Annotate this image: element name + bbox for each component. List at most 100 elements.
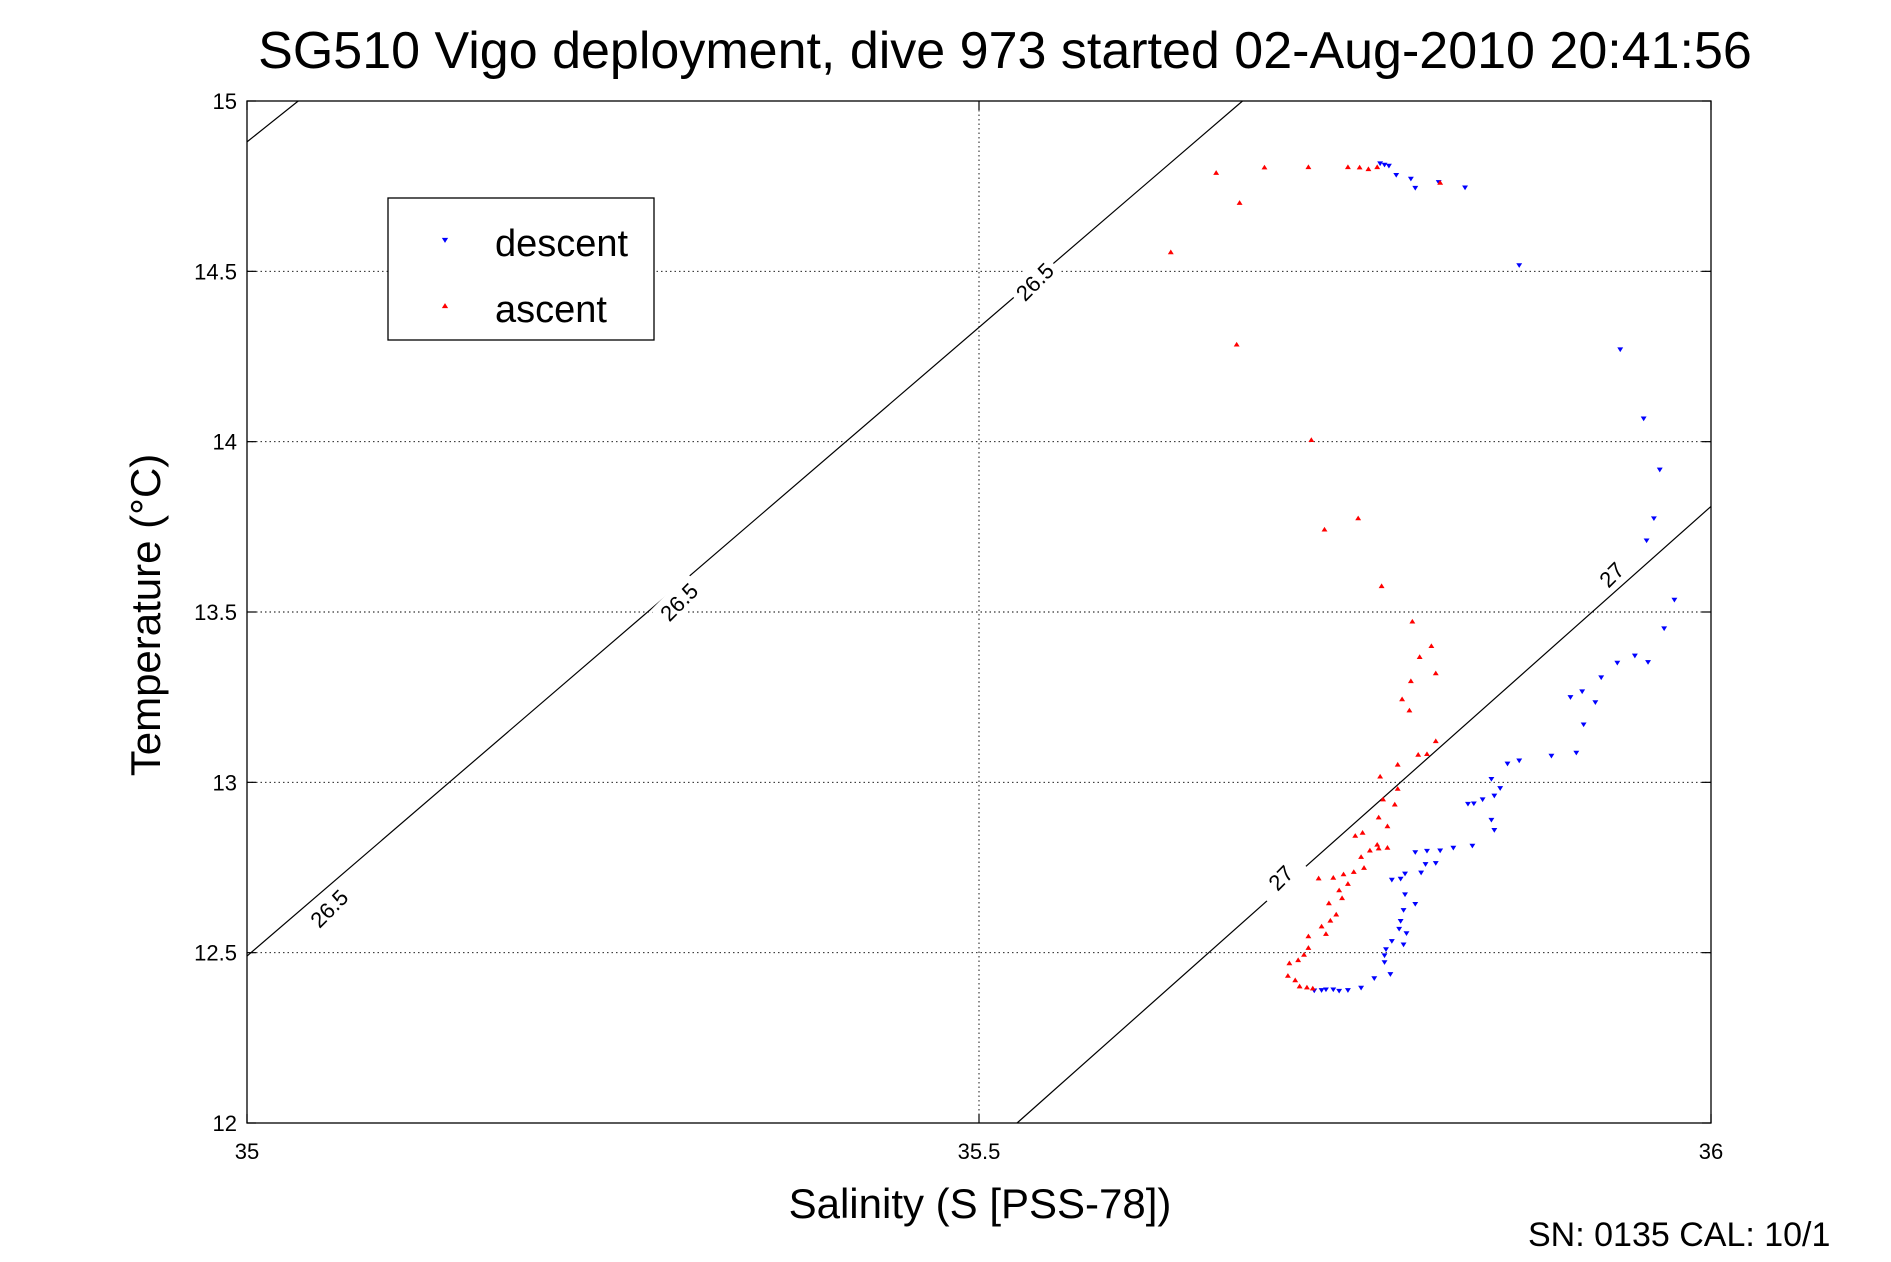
descent-point (1656, 467, 1663, 473)
descent-point (1645, 660, 1651, 665)
y-tick-label: 13 (213, 770, 237, 795)
descent-point (1488, 817, 1495, 823)
isopycnal-label: 27 (1583, 546, 1639, 602)
descent-point (1418, 870, 1425, 876)
isopycnal-line (1016, 505, 1712, 1124)
descent-point (1516, 263, 1523, 268)
legend: descent ascent (387, 197, 655, 341)
descent-point (1402, 871, 1408, 877)
legend-marker-shape (441, 237, 449, 243)
ascent-point (1333, 911, 1340, 917)
isopycnal-label-bg (1006, 253, 1062, 309)
descent-point (1371, 976, 1378, 981)
descent-point (1548, 753, 1555, 759)
ascent-point (1292, 977, 1299, 983)
descent-point (1567, 695, 1574, 700)
ascent-point (1358, 854, 1365, 859)
descent-point (1479, 797, 1486, 803)
descent-point (1403, 931, 1410, 936)
descent-point (1671, 597, 1678, 603)
descent-point (1422, 862, 1429, 867)
ascent-point (1327, 917, 1334, 923)
isopycnal-label: 26.5 (300, 880, 356, 936)
isopycnal-line (246, 100, 1243, 957)
ascent-point (1374, 841, 1381, 847)
descent-point (1491, 828, 1498, 833)
ascent-point (1352, 833, 1359, 838)
ascent-point (1415, 752, 1422, 757)
ascent-point (1325, 900, 1332, 906)
x-tick-label: 36 (1699, 1139, 1723, 1164)
descent-point (1631, 653, 1638, 659)
descent-point (1516, 758, 1523, 764)
descent-point (1580, 722, 1587, 728)
ascent-point (1380, 796, 1387, 802)
descent-point (1318, 988, 1325, 993)
ascent-point (1407, 678, 1414, 684)
ascent-point (1286, 960, 1293, 966)
descent-point (1661, 626, 1668, 632)
ascent-point (1374, 164, 1381, 170)
descent-point (1396, 926, 1403, 932)
ascent-point (1318, 923, 1325, 929)
isopycnal-lines (246, 100, 1712, 1124)
descent-point (1437, 848, 1444, 854)
descent-point (1381, 960, 1388, 965)
ascent-point (1305, 164, 1312, 170)
series-descent (1311, 161, 1678, 994)
descent-point (1330, 987, 1337, 993)
ascent-point (1284, 973, 1291, 978)
ascent-point (1359, 830, 1366, 835)
descent-point (1640, 416, 1647, 422)
ascent-point (1236, 200, 1243, 205)
y-tick-label: 15 (213, 89, 237, 114)
ascent-point (1323, 931, 1329, 936)
descent-point (1469, 843, 1476, 849)
descent-point (1377, 161, 1384, 167)
legend-label-ascent: ascent (495, 289, 607, 331)
descent-point (1650, 516, 1657, 522)
ascent-point (1409, 618, 1416, 624)
descent-point (1387, 972, 1394, 977)
ascent-point (1167, 249, 1174, 255)
ascent-point (1321, 526, 1328, 532)
series-ascent (1167, 164, 1444, 991)
ascent-point (1428, 643, 1435, 649)
ascent-point (1233, 341, 1240, 347)
descent-point (1407, 176, 1414, 182)
descent-point (1462, 185, 1468, 191)
isopycnal-label: 26.5 (650, 573, 706, 629)
descent-point (1397, 876, 1404, 882)
descent-point (1573, 750, 1580, 756)
descent-point (1617, 347, 1624, 353)
descent-point (1432, 861, 1439, 866)
y-tick-label: 12 (213, 1111, 237, 1136)
descent-point (1598, 675, 1605, 681)
descent-point (1614, 660, 1621, 666)
ascent-point (1295, 957, 1302, 963)
ascent-point (1303, 984, 1310, 990)
ascent-point (1416, 654, 1423, 659)
descent-point (1385, 163, 1392, 169)
descent-point (1592, 700, 1599, 706)
ascent-point (1305, 933, 1312, 939)
descent-point (1344, 988, 1351, 993)
descent-point (1383, 947, 1389, 952)
ascent-point (1391, 801, 1398, 807)
legend-marker-ascent (441, 303, 449, 309)
x-tick-label: 35 (235, 1139, 259, 1164)
isopycnal-label-bg (650, 573, 706, 629)
chart-title: SG510 Vigo deployment, dive 973 started … (258, 22, 1752, 80)
isopycnal-line (246, 100, 299, 143)
ascent-point (1309, 985, 1316, 991)
ascent-point (1399, 696, 1406, 702)
ascent-point (1308, 437, 1315, 442)
isopycnal-label: 26.5 (1006, 253, 1062, 309)
descent-point (1358, 985, 1365, 991)
ascent-point (1432, 670, 1439, 676)
x-tick-label: 35.5 (958, 1139, 1001, 1164)
ascent-point (1375, 814, 1382, 820)
serial-calibration-note: SN: 0135 CAL: 10/1 (1528, 1216, 1830, 1254)
isopycnal-labels: 26.5 26.5 26.5 27 27 (300, 253, 1639, 936)
legend-box (387, 197, 655, 341)
